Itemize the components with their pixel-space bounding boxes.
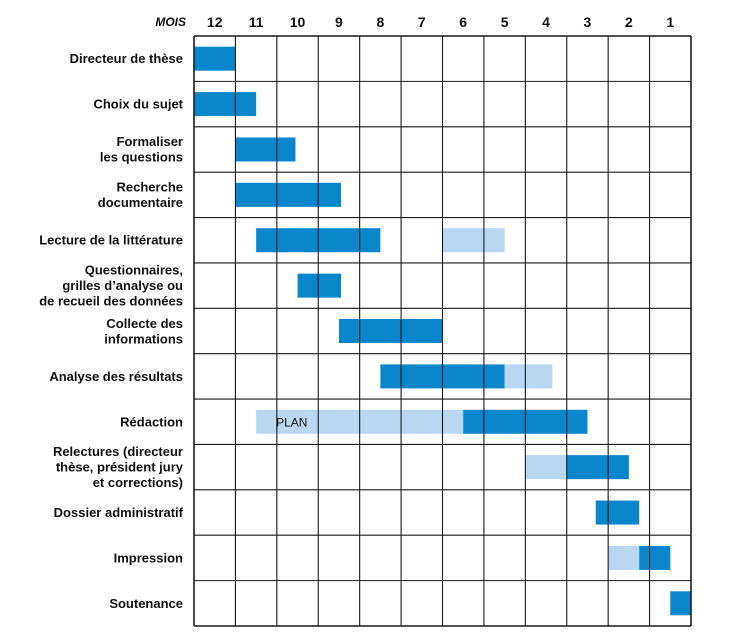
task-label: Rédaction — [120, 414, 183, 429]
task-bar — [194, 46, 236, 71]
task-bar — [297, 273, 342, 298]
task-label: Relectures (directeur thèse, président ju… — [53, 444, 184, 490]
task-bar — [595, 500, 640, 525]
month-tick-label: 4 — [542, 14, 550, 30]
month-tick-label: 11 — [249, 14, 264, 30]
task-label: Analyse des résultats — [49, 369, 183, 384]
task-label: Dossier administratif — [54, 505, 184, 520]
task-bar — [639, 545, 671, 570]
grid-layer — [193, 35, 692, 627]
month-tick-label: 9 — [335, 14, 343, 30]
month-tick-label: 1 — [666, 14, 674, 30]
task-label: Soutenance — [109, 596, 183, 611]
month-tick-label: 8 — [376, 14, 384, 30]
bar-label: PLAN — [276, 415, 307, 429]
task-label: Choix du sujet — [93, 97, 183, 112]
month-tick-label: 6 — [459, 14, 467, 30]
task-bar — [235, 182, 342, 207]
task-label: Collecte des informations — [104, 316, 183, 347]
task-label: Formaliser les questions — [100, 134, 183, 165]
task-bar-light — [442, 228, 505, 253]
task-label: Lecture de la littérature — [39, 233, 183, 248]
task-bar-light — [525, 455, 567, 480]
month-tick-label: 12 — [207, 14, 223, 30]
month-tick-label: 3 — [584, 14, 592, 30]
task-bar — [338, 319, 443, 343]
axis-label: MOIS — [155, 15, 186, 29]
task-bar — [566, 455, 629, 480]
task-bar — [194, 92, 257, 117]
task-bar — [235, 137, 296, 162]
text-layer: MOIS 12 11 10 9 8 7 6 5 4 3 2 1 Directeur de thèse Cho… — [39, 14, 674, 611]
task-label: Questionnaires, grilles d’analyse ou de re… — [39, 263, 183, 309]
task-label: Directeur de thèse — [70, 51, 183, 66]
month-tick-label: 7 — [418, 14, 426, 30]
month-tick-label: 5 — [501, 14, 509, 30]
task-bar-light — [608, 545, 640, 570]
task-label: Impression — [114, 550, 183, 565]
task-bar-light — [504, 364, 553, 389]
task-label: Recherche documentaire — [98, 180, 183, 211]
month-tick-label: 2 — [625, 14, 633, 30]
month-tick-label: 10 — [290, 14, 306, 30]
task-bar — [670, 591, 691, 616]
